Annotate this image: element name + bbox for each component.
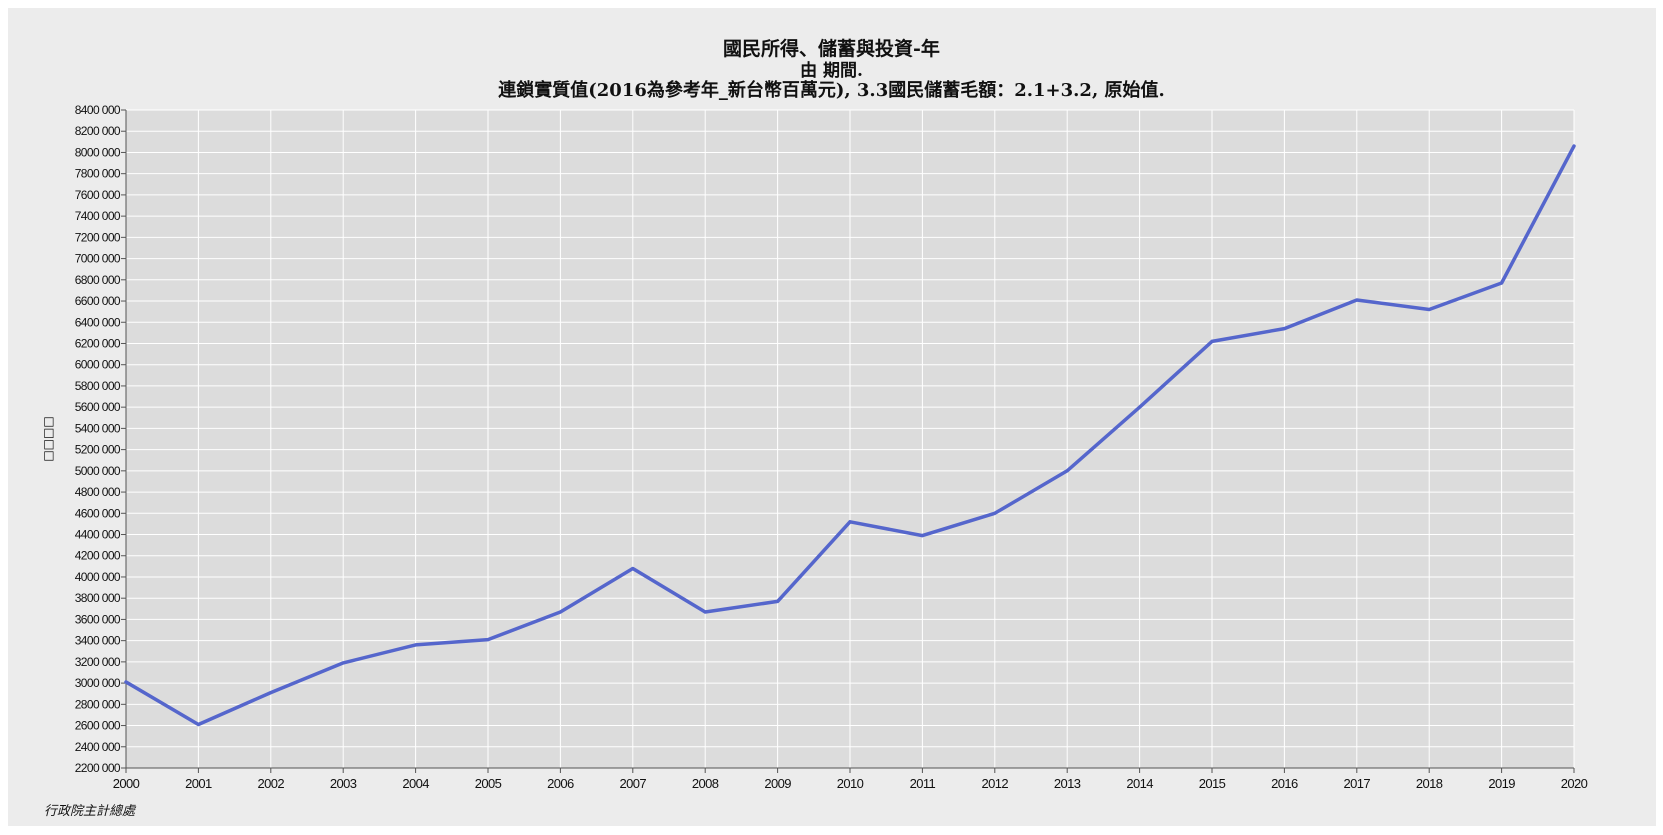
data-point (703, 610, 707, 614)
y-tick-label: 4000 000 (75, 570, 121, 584)
data-point (1210, 339, 1214, 343)
x-tick-label: 2016 (1271, 776, 1298, 791)
data-point (1138, 405, 1142, 409)
y-tick-label: 8400 000 (75, 103, 121, 117)
x-tick-label: 2013 (1054, 776, 1081, 791)
y-tick-label: 8200 000 (75, 124, 121, 138)
chart-subtitle-2: 連鎖實質值(2016為參考年_新台幣百萬元), 3.3國民儲蓄毛額：2.1+3.… (498, 80, 1165, 101)
data-point (1427, 308, 1431, 312)
source-note: 行政院主計總處 (44, 804, 136, 819)
x-tick-label: 2014 (1126, 776, 1153, 791)
x-tick-label: 2003 (330, 776, 357, 791)
y-tick-label: 5800 000 (75, 379, 121, 393)
y-tick-label: 4200 000 (75, 549, 121, 563)
data-point (920, 534, 924, 538)
data-point (631, 566, 635, 570)
y-tick-label: 2600 000 (75, 719, 121, 733)
x-tick-label: 2004 (402, 776, 429, 791)
x-tick-label: 2011 (910, 776, 936, 791)
x-tick-label: 2000 (113, 776, 140, 791)
y-tick-label: 3400 000 (75, 634, 121, 648)
x-tick-label: 2017 (1344, 776, 1371, 791)
x-tick-label: 2001 (185, 776, 212, 791)
y-tick-label: 4600 000 (75, 506, 121, 520)
data-point (486, 638, 490, 642)
y-tick-label: 5200 000 (75, 443, 121, 457)
data-point (1282, 327, 1286, 331)
y-tick-label: 5000 000 (75, 464, 121, 478)
data-point (848, 520, 852, 524)
chart-subtitle: 由 期間. (800, 61, 863, 81)
x-tick-label: 2020 (1561, 776, 1588, 791)
y-tick-label: 8000 000 (75, 145, 121, 159)
y-tick-label: 7000 000 (75, 252, 121, 266)
data-point (1355, 298, 1359, 302)
y-tick-label: 6400 000 (75, 315, 121, 329)
y-tick-label: 2200 000 (75, 761, 121, 775)
y-tick-label: 6800 000 (75, 273, 121, 287)
data-point (1500, 281, 1504, 285)
y-tick-label: 3600 000 (75, 612, 121, 626)
data-point (993, 511, 997, 515)
y-tick-label: 5400 000 (75, 421, 121, 435)
y-tick-label: 6000 000 (75, 358, 121, 372)
y-tick-label: 6200 000 (75, 336, 121, 350)
y-tick-label: 4400 000 (75, 528, 121, 542)
data-point (1065, 469, 1069, 473)
y-tick-label: 6600 000 (75, 294, 121, 308)
y-tick-label: 2400 000 (75, 740, 121, 754)
x-tick-label: 2019 (1488, 776, 1515, 791)
x-tick-label: 2009 (764, 776, 791, 791)
y-tick-label: 4800 000 (75, 485, 121, 499)
chart-title: 國民所得、儲蓄與投資-年 (723, 38, 940, 60)
y-tick-label: 7200 000 (75, 230, 121, 244)
x-tick-label: 2006 (547, 776, 574, 791)
data-point (414, 643, 418, 647)
y-tick-label: 7800 000 (75, 167, 121, 181)
data-point (776, 599, 780, 603)
data-point (269, 691, 273, 695)
x-tick-label: 2007 (620, 776, 647, 791)
data-point (341, 661, 345, 665)
x-tick-label: 2015 (1199, 776, 1226, 791)
data-point (124, 680, 128, 684)
x-tick-label: 2018 (1416, 776, 1443, 791)
y-tick-label: 3800 000 (75, 591, 121, 605)
x-tick-label: 2005 (475, 776, 502, 791)
data-point (1572, 144, 1576, 148)
y-tick-label: 2800 000 (75, 697, 121, 711)
y-tick-label: 3200 000 (75, 655, 121, 669)
y-tick-label: 5600 000 (75, 400, 121, 414)
x-tick-label: 2002 (258, 776, 285, 791)
y-tick-label: 7400 000 (75, 209, 121, 223)
y-tick-label: 3000 000 (75, 676, 121, 690)
y-axis-label: □□□□ (41, 416, 55, 461)
x-tick-label: 2008 (692, 776, 719, 791)
x-tick-label: 2012 (982, 776, 1009, 791)
data-point (558, 610, 562, 614)
x-tick-label: 2010 (837, 776, 864, 791)
y-tick-label: 7600 000 (75, 188, 121, 202)
data-point (196, 722, 200, 726)
